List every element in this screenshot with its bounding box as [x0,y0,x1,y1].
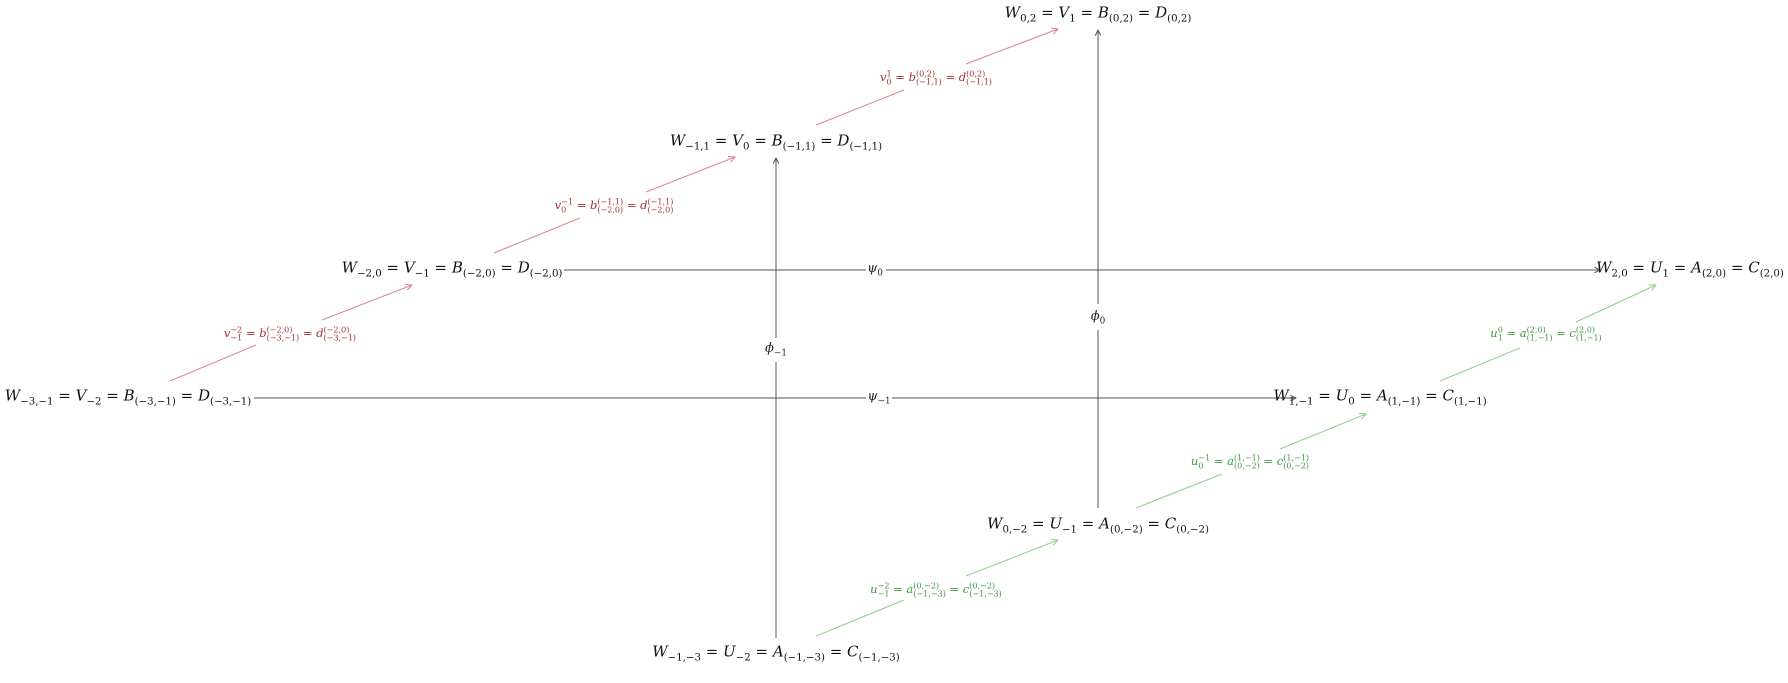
label-psim1: ψ−1 [867,388,891,407]
u-arrow-m2 [815,540,1058,637]
node-wm1m3: W−1,−3 = U−2 = A(−1,−3) = C(−1,−3) [652,642,900,664]
label-um2: u −2 −1 = a (0,−2) (−1,−3) = c (0,−2) (−1,−3) [870,581,1002,598]
u-arrow-m1 [1135,414,1366,509]
node-w0m2: W0,−2 = U−1 = A(0,−2) = C(0,−2) [987,514,1209,536]
v-arrow-m1 [493,157,735,254]
node-wm20: W−2,0 = V−1 = B(−2,0) = D(−2,0) [341,258,563,280]
label-vm2: v −2 −1 = b (−2,0) (−3,−1) = d (−2,0) (−3,−1) [223,325,357,342]
label-psi0: ψ0 [867,260,883,279]
u-arrow-0 [1439,285,1656,382]
v-arrow-0 [815,29,1058,126]
node-w1m1: W1,−1 = U0 = A(1,−1) = C(1,−1) [1273,386,1487,408]
label-vm1: v −1 0 = b (−1,1) (−2,0) = d (−1,1) (−2,0) [554,197,674,214]
label-um1: u −1 0 = a (1,−1) (0,−2) = c (1,−1) (0,−2) [1190,453,1310,470]
node-wm11: W−1,1 = V0 = B(−1,1) = D(−1,1) [669,131,883,153]
node-wm3m1: W−3,−1 = V−2 = B(−3,−1) = D(−3,−1) [4,386,252,408]
label-phi0: ϕ0 [1090,308,1106,327]
label-phim1: ϕ−1 [765,340,787,359]
node-w20: W2,0 = U1 = A(2,0) = C(2,0) [1596,258,1784,280]
node-w02: W0,2 = V1 = B(0,2) = D(0,2) [1004,3,1192,25]
v-arrow-m2 [169,285,412,382]
